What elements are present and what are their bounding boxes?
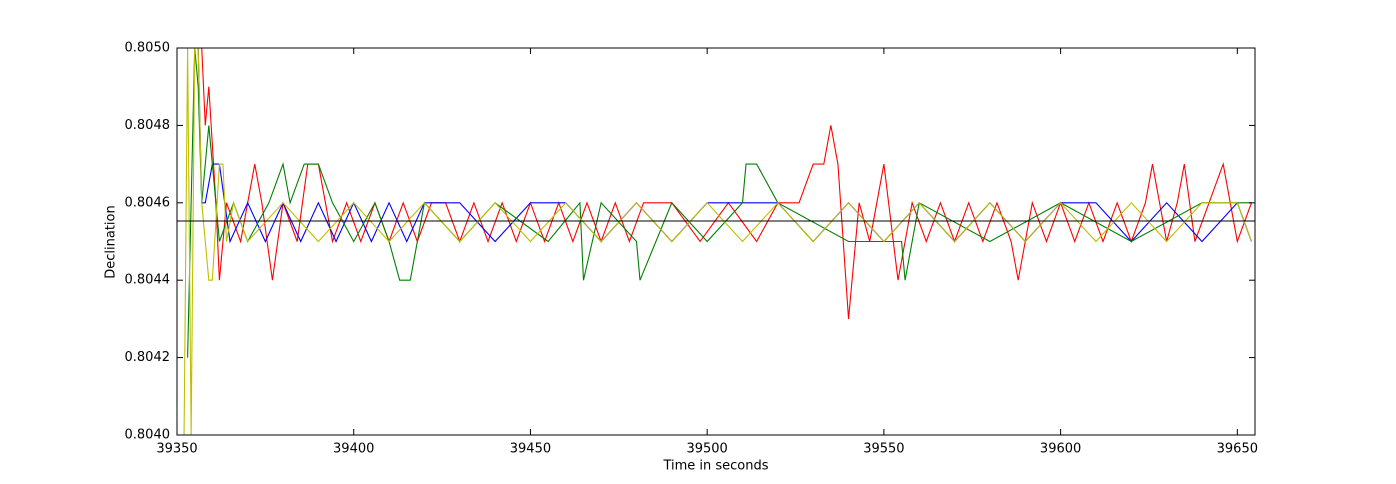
y-tick-label: 0.8040 <box>125 428 171 443</box>
y-tick-label: 0.8044 <box>125 273 171 288</box>
y-axis-label: Declination <box>104 205 119 279</box>
y-tick-label: 0.8048 <box>125 118 171 133</box>
x-axis-label: Time in seconds <box>662 459 768 474</box>
y-tick-label: 0.8050 <box>125 41 171 56</box>
x-tick-label: 39600 <box>1040 442 1081 457</box>
plot-area <box>177 48 1255 435</box>
y-tick-label: 0.8046 <box>125 195 171 210</box>
x-tick-label: 39650 <box>1217 442 1258 457</box>
x-tick-label: 39500 <box>686 442 727 457</box>
data-line <box>183 48 1252 435</box>
x-tick-label: 39550 <box>863 442 904 457</box>
x-tick-label: 39450 <box>510 442 551 457</box>
x-tick-label: 39400 <box>333 442 374 457</box>
axes-frame <box>176 47 1256 436</box>
y-tick-label: 0.8042 <box>125 350 171 365</box>
x-tick-label: 39350 <box>156 442 197 457</box>
